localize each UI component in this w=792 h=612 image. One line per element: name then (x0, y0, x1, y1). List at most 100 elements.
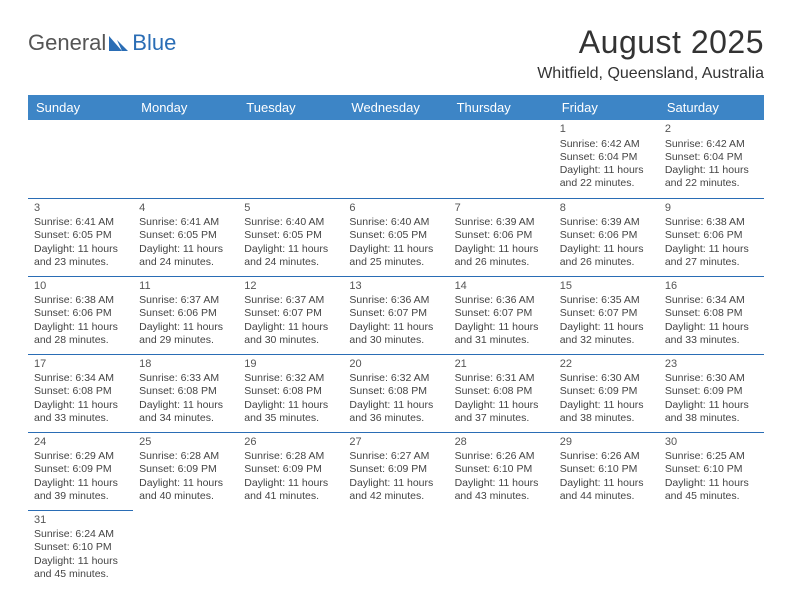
day-number: 19 (244, 358, 337, 372)
calendar-cell: 27Sunrise: 6:27 AMSunset: 6:09 PMDayligh… (343, 432, 448, 510)
sunset-line: Sunset: 6:08 PM (455, 385, 548, 398)
day-number: 4 (139, 202, 232, 216)
calendar-cell: 15Sunrise: 6:35 AMSunset: 6:07 PMDayligh… (554, 276, 659, 354)
calendar-row: 24Sunrise: 6:29 AMSunset: 6:09 PMDayligh… (28, 432, 764, 510)
sunset-line: Sunset: 6:05 PM (349, 229, 442, 242)
day-number: 31 (34, 514, 127, 528)
sunrise-line: Sunrise: 6:34 AM (665, 294, 758, 307)
calendar-cell (133, 510, 238, 588)
daylight-line: Daylight: 11 hours and 45 minutes. (665, 477, 758, 503)
sunrise-line: Sunrise: 6:39 AM (560, 216, 653, 229)
sunrise-line: Sunrise: 6:26 AM (560, 450, 653, 463)
sunset-line: Sunset: 6:09 PM (665, 385, 758, 398)
sunset-line: Sunset: 6:06 PM (665, 229, 758, 242)
day-header: Thursday (449, 95, 554, 120)
sunrise-line: Sunrise: 6:30 AM (665, 372, 758, 385)
day-header: Tuesday (238, 95, 343, 120)
daylight-line: Daylight: 11 hours and 28 minutes. (34, 321, 127, 347)
sunrise-line: Sunrise: 6:31 AM (455, 372, 548, 385)
sunset-line: Sunset: 6:08 PM (665, 307, 758, 320)
calendar-cell (238, 510, 343, 588)
sunrise-line: Sunrise: 6:35 AM (560, 294, 653, 307)
sunrise-line: Sunrise: 6:33 AM (139, 372, 232, 385)
logo-text-2: Blue (132, 30, 176, 56)
sunset-line: Sunset: 6:06 PM (34, 307, 127, 320)
sunrise-line: Sunrise: 6:36 AM (455, 294, 548, 307)
calendar-cell: 20Sunrise: 6:32 AMSunset: 6:08 PMDayligh… (343, 354, 448, 432)
calendar-cell (238, 120, 343, 198)
day-number: 29 (560, 436, 653, 450)
day-number: 14 (455, 280, 548, 294)
daylight-line: Daylight: 11 hours and 26 minutes. (560, 243, 653, 269)
calendar-table: Sunday Monday Tuesday Wednesday Thursday… (28, 95, 764, 588)
daylight-line: Daylight: 11 hours and 31 minutes. (455, 321, 548, 347)
day-number: 1 (560, 123, 653, 137)
calendar-cell: 24Sunrise: 6:29 AMSunset: 6:09 PMDayligh… (28, 432, 133, 510)
day-header: Friday (554, 95, 659, 120)
calendar-row: 10Sunrise: 6:38 AMSunset: 6:06 PMDayligh… (28, 276, 764, 354)
daylight-line: Daylight: 11 hours and 23 minutes. (34, 243, 127, 269)
calendar-cell: 14Sunrise: 6:36 AMSunset: 6:07 PMDayligh… (449, 276, 554, 354)
day-number: 22 (560, 358, 653, 372)
day-header: Wednesday (343, 95, 448, 120)
calendar-cell: 22Sunrise: 6:30 AMSunset: 6:09 PMDayligh… (554, 354, 659, 432)
daylight-line: Daylight: 11 hours and 24 minutes. (244, 243, 337, 269)
calendar-cell (449, 510, 554, 588)
calendar-cell (343, 510, 448, 588)
daylight-line: Daylight: 11 hours and 38 minutes. (560, 399, 653, 425)
calendar-body: 1 Sunrise: 6:42 AM Sunset: 6:04 PM Daylight… (28, 120, 764, 588)
calendar-cell: 18Sunrise: 6:33 AMSunset: 6:08 PMDayligh… (133, 354, 238, 432)
sunset-line: Sunset: 6:09 PM (560, 385, 653, 398)
sunrise-line: Sunrise: 6:42 AM (665, 138, 758, 151)
calendar-cell: 26Sunrise: 6:28 AMSunset: 6:09 PMDayligh… (238, 432, 343, 510)
day-number: 23 (665, 358, 758, 372)
calendar-cell: 16Sunrise: 6:34 AMSunset: 6:08 PMDayligh… (659, 276, 764, 354)
day-number: 8 (560, 202, 653, 216)
logo-sail-icon (108, 34, 130, 52)
daylight-line: Daylight: 11 hours and 33 minutes. (665, 321, 758, 347)
sunset-line: Sunset: 6:08 PM (34, 385, 127, 398)
day-number: 28 (455, 436, 548, 450)
sunrise-line: Sunrise: 6:38 AM (665, 216, 758, 229)
sunset-line: Sunset: 6:05 PM (139, 229, 232, 242)
day-number: 18 (139, 358, 232, 372)
calendar-cell: 3Sunrise: 6:41 AMSunset: 6:05 PMDaylight… (28, 198, 133, 276)
sunrise-line: Sunrise: 6:36 AM (349, 294, 442, 307)
calendar-row: 17Sunrise: 6:34 AMSunset: 6:08 PMDayligh… (28, 354, 764, 432)
title-block: August 2025 Whitfield, Queensland, Austr… (537, 24, 764, 83)
calendar-cell: 9Sunrise: 6:38 AMSunset: 6:06 PMDaylight… (659, 198, 764, 276)
daylight-line: Daylight: 11 hours and 30 minutes. (244, 321, 337, 347)
sunrise-line: Sunrise: 6:28 AM (139, 450, 232, 463)
sunset-line: Sunset: 6:07 PM (560, 307, 653, 320)
sunset-line: Sunset: 6:09 PM (34, 463, 127, 476)
sunset-line: Sunset: 6:08 PM (349, 385, 442, 398)
sunset-line: Sunset: 6:04 PM (560, 151, 653, 164)
daylight-line: Daylight: 11 hours and 37 minutes. (455, 399, 548, 425)
daylight-line: Daylight: 11 hours and 43 minutes. (455, 477, 548, 503)
location: Whitfield, Queensland, Australia (537, 65, 764, 83)
day-number: 27 (349, 436, 442, 450)
sunset-line: Sunset: 6:07 PM (244, 307, 337, 320)
calendar-cell: 30Sunrise: 6:25 AMSunset: 6:10 PMDayligh… (659, 432, 764, 510)
day-header: Sunday (28, 95, 133, 120)
sunset-line: Sunset: 6:07 PM (349, 307, 442, 320)
day-number: 17 (34, 358, 127, 372)
daylight-line: Daylight: 11 hours and 27 minutes. (665, 243, 758, 269)
sunrise-line: Sunrise: 6:41 AM (34, 216, 127, 229)
calendar-cell (133, 120, 238, 198)
sunset-line: Sunset: 6:06 PM (455, 229, 548, 242)
sunrise-line: Sunrise: 6:29 AM (34, 450, 127, 463)
daylight-line: Daylight: 11 hours and 34 minutes. (139, 399, 232, 425)
daylight-line: Daylight: 11 hours and 25 minutes. (349, 243, 442, 269)
daylight-line: Daylight: 11 hours and 26 minutes. (455, 243, 548, 269)
calendar-cell: 8Sunrise: 6:39 AMSunset: 6:06 PMDaylight… (554, 198, 659, 276)
daylight-line: Daylight: 11 hours and 22 minutes. (665, 164, 758, 190)
sunset-line: Sunset: 6:05 PM (244, 229, 337, 242)
daylight-line: Daylight: 11 hours and 40 minutes. (139, 477, 232, 503)
day-number: 5 (244, 202, 337, 216)
day-header: Saturday (659, 95, 764, 120)
calendar-cell: 7Sunrise: 6:39 AMSunset: 6:06 PMDaylight… (449, 198, 554, 276)
month-title: August 2025 (537, 24, 764, 61)
sunset-line: Sunset: 6:09 PM (349, 463, 442, 476)
day-number: 3 (34, 202, 127, 216)
